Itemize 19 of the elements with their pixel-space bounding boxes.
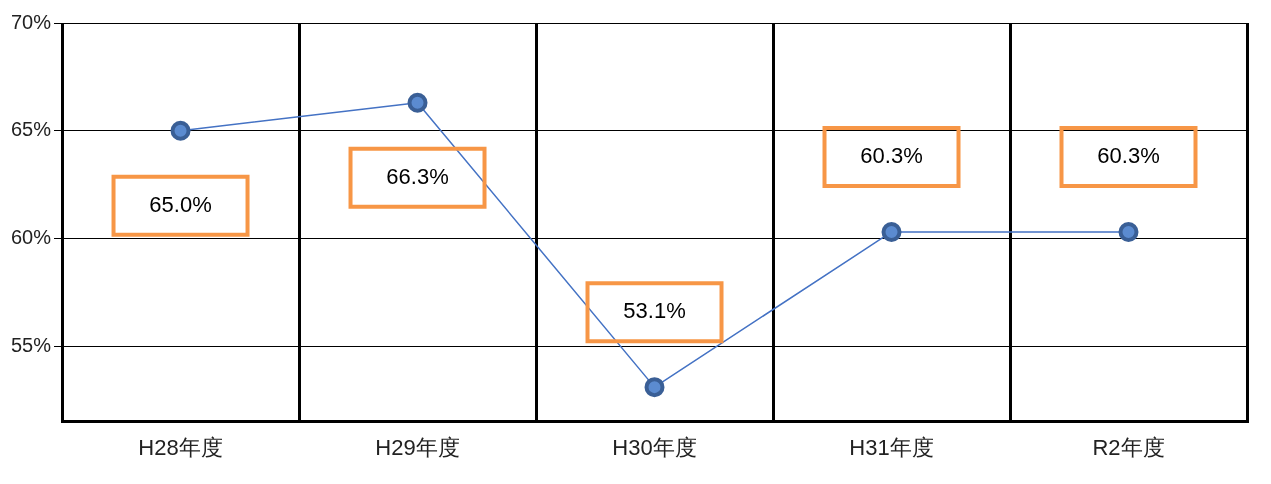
y-tick-label: 65%	[11, 118, 52, 141]
data-label: 60.3%	[860, 143, 923, 169]
x-tick-label: R2年度	[1092, 434, 1165, 460]
point	[644, 377, 665, 398]
data-label: 53.1%	[623, 298, 686, 324]
y-tick-label: 55%	[11, 333, 52, 356]
point	[1118, 222, 1139, 242]
point	[170, 120, 191, 141]
data-label: 65.0%	[149, 191, 212, 217]
point	[881, 222, 902, 242]
y-tick-label: 70%	[11, 10, 52, 33]
x-tick-label: H28年度	[138, 434, 223, 460]
data-label: 60.3%	[1097, 143, 1160, 169]
x-tick-label: H31年度	[849, 434, 934, 460]
x-tick-label: H29年度	[375, 434, 460, 460]
y-tick-label: 60%	[11, 225, 52, 248]
data-label: 66.3%	[386, 163, 449, 189]
x-tick-label: H30年度	[612, 434, 697, 460]
point	[407, 92, 428, 113]
